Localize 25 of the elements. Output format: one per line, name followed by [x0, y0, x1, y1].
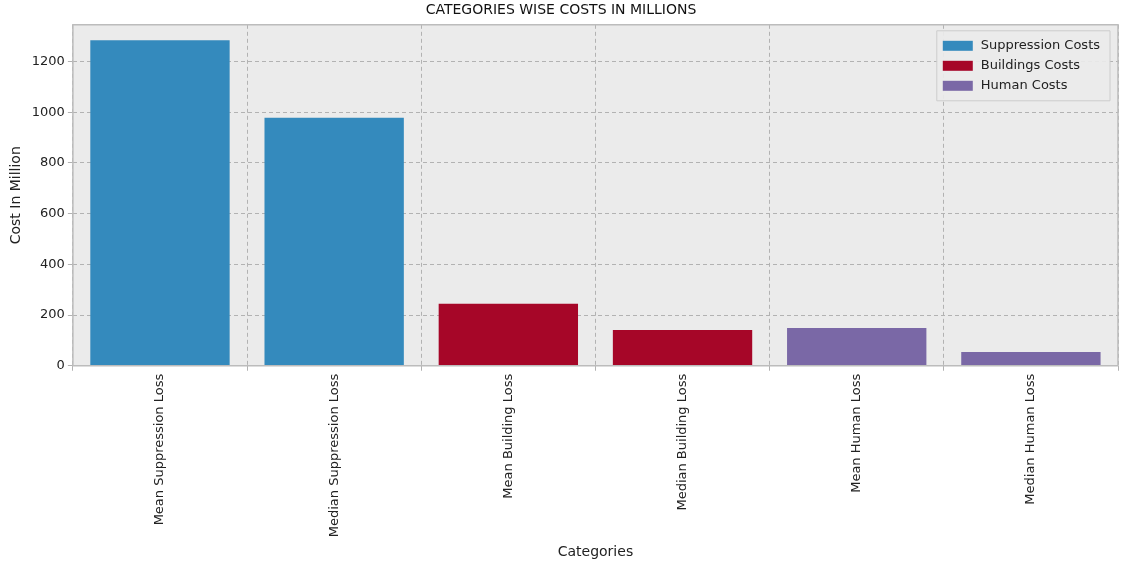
chart-title: CATEGORIES WISE COSTS IN MILLIONS — [425, 1, 697, 18]
y-tick-label: 200 — [40, 306, 65, 322]
legend-label: Human Costs — [980, 77, 1068, 93]
x-tick-label: Median Suppression Loss — [325, 373, 341, 538]
y-tick-label: 0 — [56, 357, 65, 373]
y-tick-label: 1000 — [31, 103, 65, 119]
y-tick-label: 1200 — [31, 52, 65, 68]
y-tick-label: 800 — [40, 154, 65, 170]
bar — [264, 117, 404, 366]
bar — [438, 303, 579, 366]
x-tick-label: Mean Suppression Loss — [151, 373, 167, 526]
x-tick-label: Mean Building Loss — [499, 373, 515, 499]
y-tick-label: 600 — [40, 205, 65, 221]
legend-label: Suppression Costs — [980, 37, 1101, 53]
y-axis-title: Cost In Million — [7, 146, 24, 245]
y-tick-label: 400 — [40, 255, 65, 271]
x-axis-title: Categories — [557, 543, 634, 560]
legend-label: Buildings Costs — [980, 57, 1081, 73]
bar — [961, 352, 1101, 366]
bar — [787, 327, 927, 366]
bar — [90, 40, 230, 366]
x-tick-label: Median Human Loss — [1022, 373, 1038, 505]
x-tick-label: Median Building Loss — [673, 373, 689, 511]
x-tick-label: Mean Human Loss — [848, 373, 864, 493]
bar — [612, 329, 753, 366]
